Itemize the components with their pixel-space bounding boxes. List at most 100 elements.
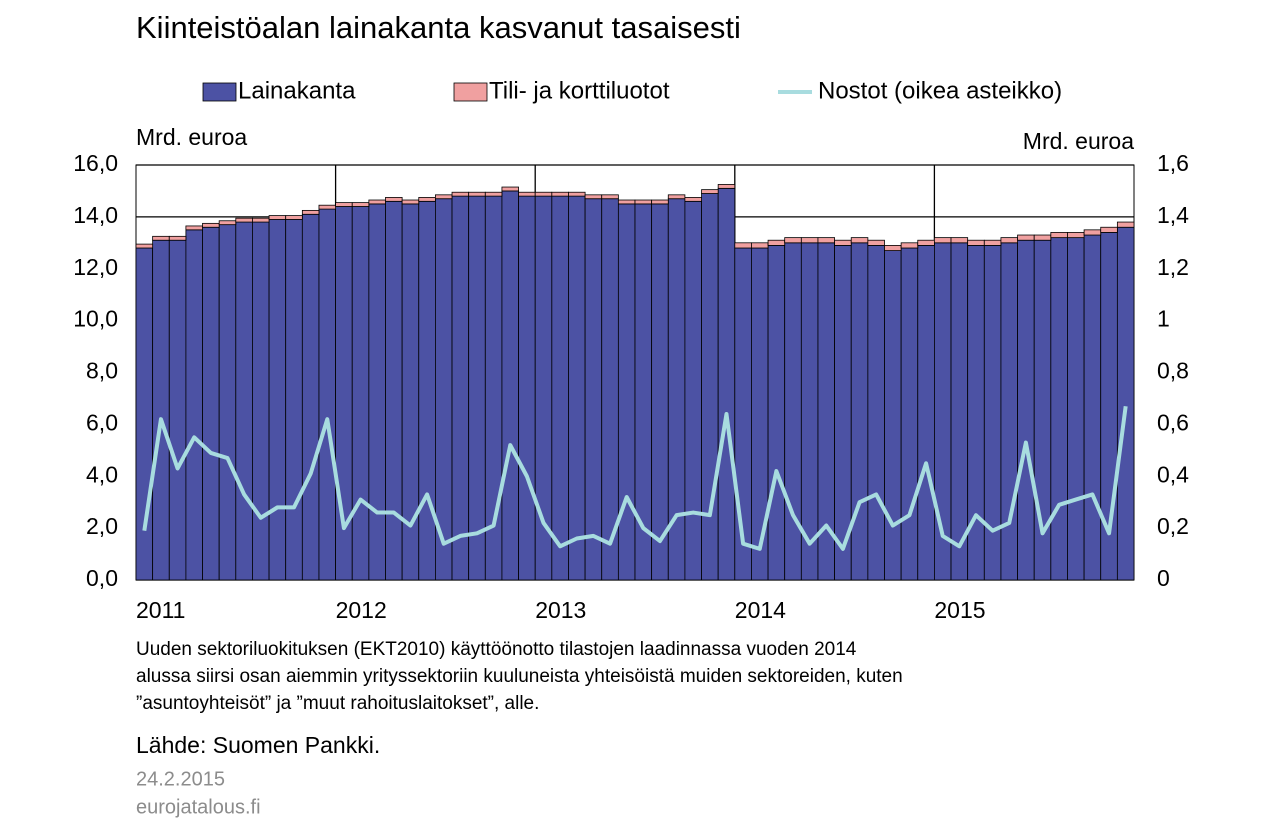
bar — [917, 239, 935, 246]
bar — [717, 187, 736, 581]
bar — [834, 239, 852, 246]
y-tick-label: 0,0 — [86, 565, 118, 591]
y2-tick-label: 0,2 — [1157, 513, 1189, 539]
bar — [152, 235, 170, 241]
y-tick-label: 8,0 — [86, 358, 118, 384]
note: alussa siirsi osan aiemmin yrityssektori… — [136, 666, 903, 687]
y-tick-label: 14,0 — [73, 202, 118, 228]
bar — [351, 206, 370, 581]
legend-label: Lainakanta — [238, 77, 356, 104]
bar — [368, 203, 386, 581]
bar — [385, 200, 403, 581]
bar — [385, 197, 403, 202]
bar — [584, 194, 603, 200]
bar — [518, 195, 536, 581]
bar — [751, 242, 769, 249]
legend-label: Nostot (oikea asteikko) — [818, 77, 1062, 104]
x-tick-label: 2013 — [535, 597, 586, 623]
bar — [501, 190, 519, 581]
bar — [218, 224, 237, 581]
bar — [484, 191, 503, 197]
bar — [568, 191, 586, 197]
bar — [318, 208, 337, 581]
bar — [1116, 226, 1135, 581]
bar — [934, 237, 952, 244]
x-tick-label: 2012 — [336, 597, 387, 623]
bar — [418, 197, 436, 202]
bar — [252, 217, 270, 223]
bar — [468, 195, 486, 581]
bar — [518, 191, 536, 197]
chart-title: Kiinteistöalan lainakanta kasvanut tasai… — [136, 10, 741, 45]
bar — [351, 202, 370, 207]
bar — [1067, 237, 1085, 581]
y-tick-label: 10,0 — [73, 306, 118, 332]
bar — [252, 221, 270, 581]
bar — [202, 222, 220, 228]
bar — [301, 213, 320, 581]
bar — [784, 237, 802, 244]
bar — [1050, 232, 1068, 239]
bar — [1067, 232, 1085, 239]
bar — [185, 225, 203, 231]
y-axis-label: Mrd. euroa — [136, 124, 247, 150]
bar — [884, 250, 902, 581]
bar — [468, 191, 486, 197]
bar — [950, 242, 969, 581]
bar — [152, 239, 170, 581]
bar — [684, 197, 702, 202]
date: 24.2.2015 — [136, 768, 225, 790]
bar — [817, 237, 836, 244]
line — [142, 405, 1128, 551]
bar — [268, 215, 287, 220]
y2-tick-label: 1,2 — [1157, 254, 1189, 280]
bar — [1000, 237, 1018, 244]
note: Uuden sektoriluokituksen (EKT2010) käytt… — [136, 639, 857, 660]
bar — [534, 191, 553, 197]
bar — [235, 217, 253, 223]
bar — [917, 245, 935, 581]
bar — [1017, 234, 1035, 241]
x-tick-label: 2014 — [735, 597, 786, 623]
y2-tick-label: 0,4 — [1157, 461, 1189, 487]
legend-swatch — [453, 82, 488, 102]
bar — [568, 195, 586, 581]
y-tick-label: 16,0 — [73, 150, 118, 176]
site: eurojatalous.fi — [136, 796, 261, 818]
bar — [501, 186, 519, 192]
bar — [368, 199, 386, 205]
y2-tick-label: 1 — [1157, 306, 1170, 332]
bar — [701, 193, 719, 581]
bar — [884, 245, 902, 251]
bar — [701, 189, 719, 194]
bar — [1083, 229, 1102, 236]
bar — [401, 199, 420, 205]
y-tick-label: 12,0 — [73, 254, 118, 280]
legend-label: Tili- ja korttiluotot — [489, 77, 670, 104]
bar — [418, 200, 436, 581]
bar — [1083, 234, 1102, 581]
bar — [950, 237, 969, 244]
bar — [800, 237, 819, 244]
bar — [900, 242, 919, 249]
bar — [1050, 237, 1068, 581]
bar — [800, 242, 819, 581]
y2-axis-label: Mrd. euroa — [1023, 128, 1134, 154]
bar — [135, 243, 154, 249]
bar — [967, 239, 985, 246]
bar — [634, 203, 653, 581]
bar — [551, 195, 569, 581]
bar — [634, 199, 653, 205]
bar — [235, 221, 253, 581]
bar — [850, 237, 869, 244]
bar — [584, 198, 603, 581]
bar — [617, 199, 636, 205]
bar — [983, 239, 1002, 246]
bar — [318, 204, 337, 210]
y-tick-label: 2,0 — [86, 513, 118, 539]
bar — [867, 239, 885, 246]
bar — [434, 194, 453, 200]
bar — [335, 202, 353, 207]
note: ”asuntoyhteisöt” ja ”muut rahoituslaitok… — [136, 693, 539, 714]
